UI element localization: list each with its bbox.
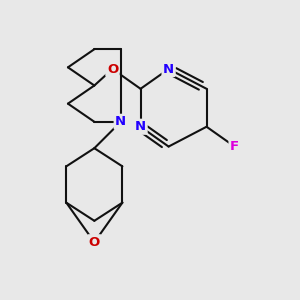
Text: N: N [115,115,126,128]
Text: F: F [230,140,239,153]
Text: N: N [135,120,146,133]
Text: O: O [107,62,118,76]
Text: N: N [163,62,174,76]
Text: O: O [89,236,100,249]
